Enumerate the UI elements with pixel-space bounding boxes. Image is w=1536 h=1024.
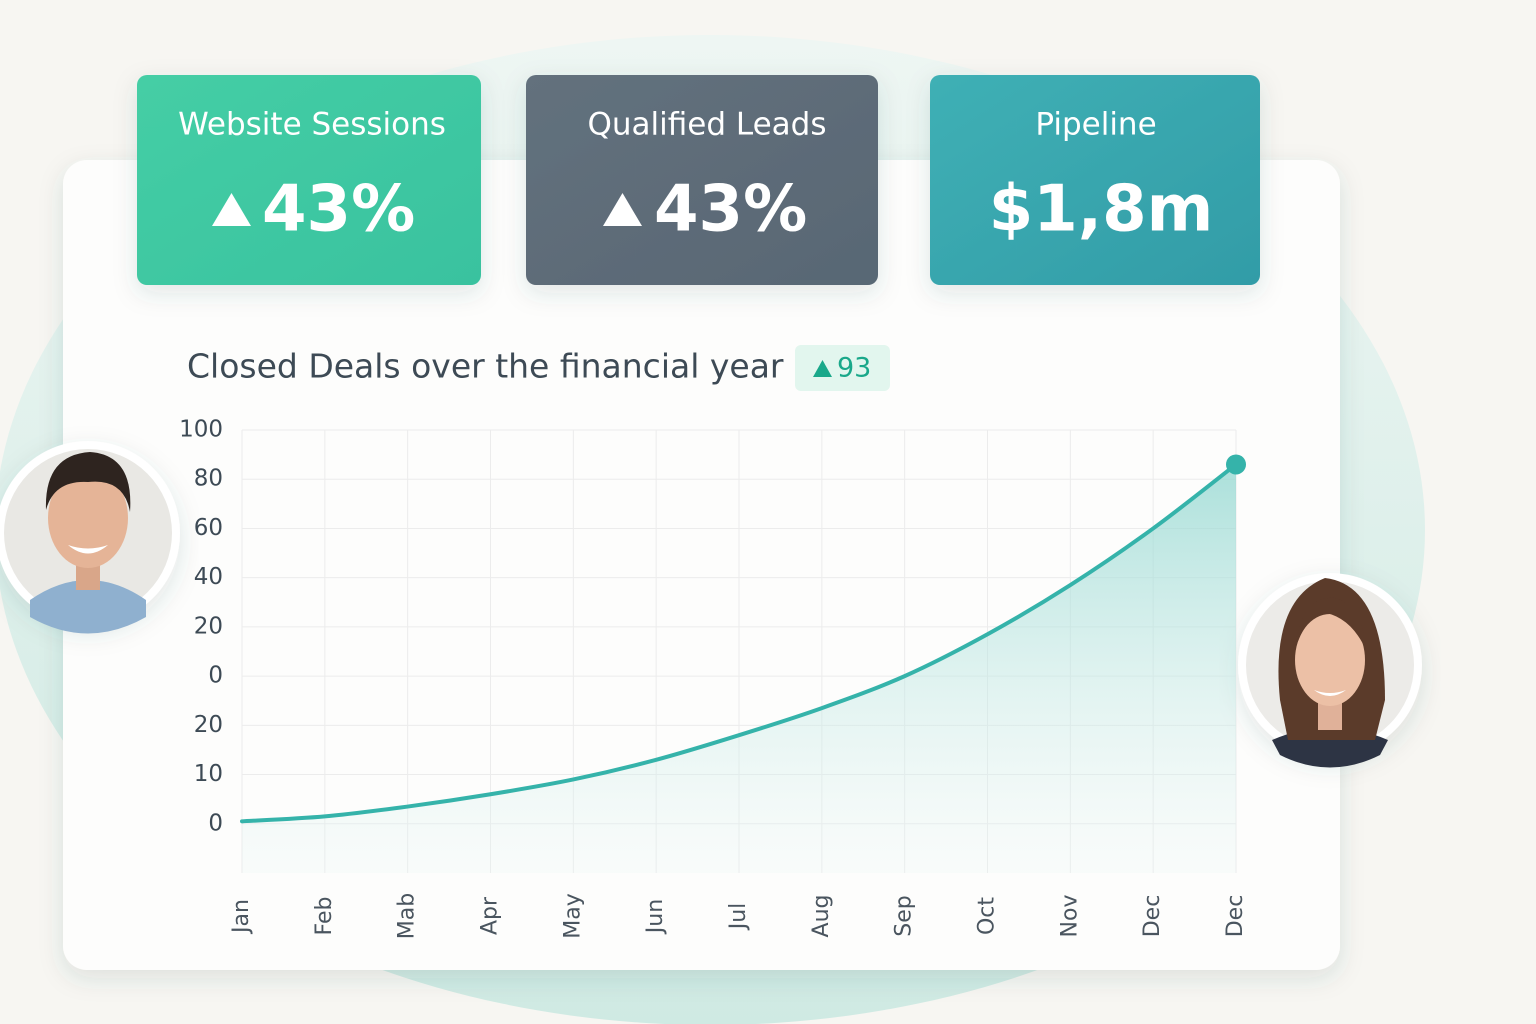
badge	[795, 345, 890, 391]
chart-title: Closed Deals over the financial year	[187, 347, 784, 386]
x-tick-label: Dec	[1223, 895, 1248, 938]
avatar-man	[0, 441, 180, 634]
card-label: Qualified Leads	[587, 107, 826, 143]
card-label: Pipeline	[1035, 107, 1156, 143]
card-value: $1,8m	[989, 173, 1214, 247]
y-tick-label: 20	[194, 712, 223, 738]
card	[137, 75, 481, 285]
x-tick-label: Dec	[1140, 895, 1165, 938]
y-tick-label: 10	[194, 761, 223, 787]
card	[526, 75, 878, 285]
up-arrow-icon	[603, 193, 642, 226]
x-tick-label: Apr	[478, 896, 503, 935]
avatar-woman	[1238, 573, 1422, 768]
up-arrow-icon	[813, 360, 832, 377]
y-tick-label: 100	[179, 417, 223, 443]
line	[240, 462, 1238, 824]
x-tick-label: Jan	[229, 899, 254, 935]
x-tick-label: May	[560, 893, 585, 938]
area-fill	[242, 464, 1236, 873]
y-tick-label: 60	[194, 515, 223, 541]
y-tick-label: 0	[208, 810, 223, 836]
x-tick-label: Feb	[312, 897, 337, 936]
badge-value: 93	[837, 353, 871, 384]
card-value: 43%	[262, 173, 415, 247]
x-tick-label: Jul	[726, 903, 751, 932]
up-arrow-icon	[212, 193, 251, 226]
end-point	[1226, 454, 1246, 475]
card	[930, 75, 1260, 285]
x-tick-label: Sep	[892, 895, 917, 936]
x-tick-label: Oct	[975, 897, 1000, 935]
card-value: 43%	[654, 173, 807, 247]
y-tick-label: 20	[194, 613, 223, 639]
x-tick-label: Aug	[809, 895, 834, 938]
y-tick-label: 80	[194, 466, 223, 492]
x-tick-label: Mab	[395, 893, 420, 939]
card-label: Website Sessions	[178, 107, 446, 143]
y-tick-label: 0	[208, 663, 223, 689]
x-tick-label: Nov	[1057, 895, 1082, 938]
x-tick-label: Jun	[643, 899, 668, 935]
y-tick-label: 40	[194, 564, 223, 590]
